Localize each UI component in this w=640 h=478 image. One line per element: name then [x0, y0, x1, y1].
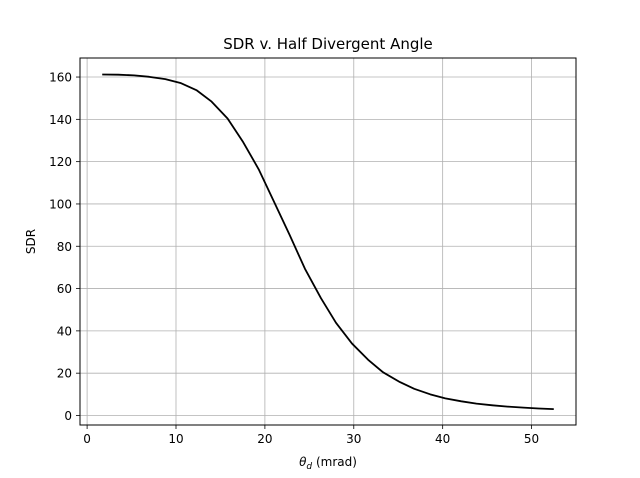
x-tick-label: 0: [83, 432, 91, 446]
y-tick-label: 120: [49, 155, 72, 169]
x-tick-label: 20: [257, 432, 272, 446]
axis-ticks: 0 10 20 30 40 50 0 20 40 60 80 100 120 140 160: [49, 71, 539, 446]
x-axis-label-subscript: d: [306, 462, 312, 472]
x-tick-label: 40: [435, 432, 450, 446]
x-axis-label-unit: (mrad): [312, 455, 357, 469]
y-tick-label: 160: [49, 71, 72, 85]
y-tick-label: 0: [64, 409, 72, 423]
x-tick-label: 30: [346, 432, 361, 446]
y-tick-label: 60: [57, 282, 72, 296]
y-tick-label: 140: [49, 113, 72, 127]
data-series: [102, 73, 554, 411]
y-tick-label: 80: [57, 240, 72, 254]
plot-frame: [79, 57, 577, 426]
chart-title: SDR v. Half Divergent Angle: [223, 35, 433, 53]
y-tick-label: 100: [49, 197, 72, 211]
y-tick-label: 20: [57, 367, 72, 381]
y-tick-label: 40: [57, 324, 72, 338]
y-axis-label: SDR: [24, 229, 38, 254]
x-axis-label: θd (mrad): [299, 455, 357, 472]
x-tick-label: 50: [524, 432, 539, 446]
grid-lines: [80, 58, 576, 425]
x-tick-label: 10: [168, 432, 183, 446]
series-line: [102, 73, 554, 411]
x-axis-label-symbol: θ: [299, 455, 307, 469]
